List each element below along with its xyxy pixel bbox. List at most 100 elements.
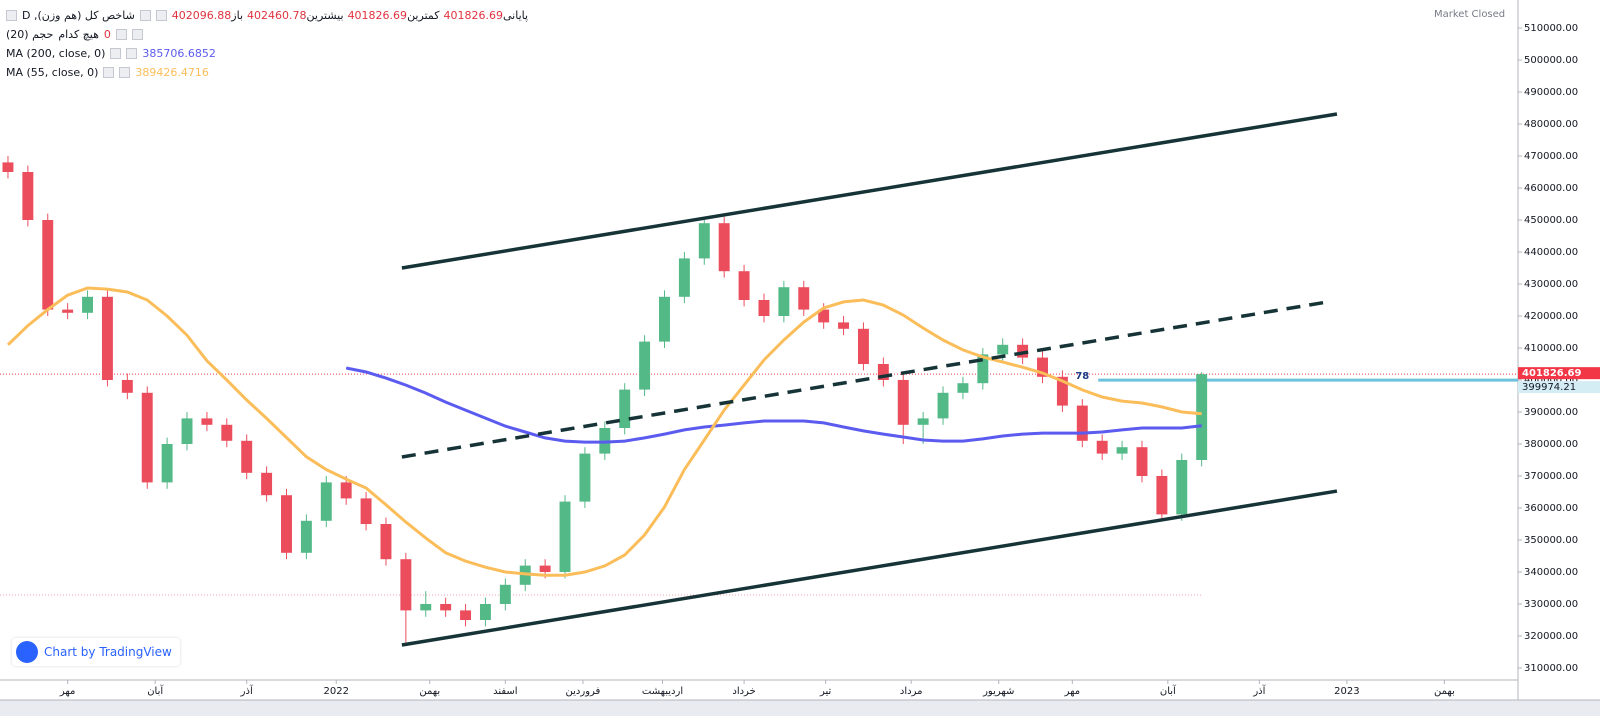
candle-body [400,559,412,611]
ohlc-value: 402096.88 [171,9,232,22]
close-icon[interactable] [131,29,143,40]
candle-body [499,584,511,604]
candle-body [977,354,989,384]
candle-body [420,604,432,611]
candle-body [62,309,74,313]
y-tick-label: 310000.00 [1524,663,1578,674]
candle-body [221,424,233,441]
ohlc-label: کمترین [407,9,440,22]
ohlc-value: 401826.69 [443,9,503,22]
collapse-icon[interactable] [6,10,17,21]
legend: شاخص کل (هم وزن), D 402096.88باز 402460.7… [6,6,528,82]
volume-name: حجم (20) [6,28,54,41]
x-tick-label: مرداد [900,686,923,697]
candle-body [559,501,571,572]
x-tick-label: شهریور [982,686,1014,697]
candle-body [619,389,631,428]
legend-value: 389426.4716 [135,66,209,79]
candle-body [440,604,452,611]
volume-value: 0 [103,28,111,41]
ohlc-value: 402460.78 [247,9,307,22]
y-tick-label: 440000.00 [1524,247,1578,258]
y-tick-label: 360000.00 [1524,503,1578,514]
y-tick-label: 510000.00 [1524,23,1578,34]
settings-icon[interactable] [103,67,115,78]
trend-line [401,112,1338,270]
candle-body [997,344,1009,355]
candle-body [1076,405,1088,441]
legend-entry: MA (55, close, 0) [6,66,99,79]
candle-body [539,565,551,572]
brand[interactable]: Chart by TradingView [12,638,180,666]
candle-body [161,444,173,483]
price-label-box [1518,367,1600,380]
candle-body [42,220,54,310]
candle-body [479,604,491,620]
candle-body [340,482,352,499]
candle-body [1176,460,1188,515]
y-tick-label: 420000.00 [1524,311,1578,322]
candle-body [181,418,193,444]
ma-row: MA (200, close, 0) 385706.6852 [6,44,528,63]
legend-value: 385706.6852 [142,47,216,60]
ohlc-label: پایانی [502,9,529,22]
candle-body [201,418,213,425]
price-label: 399974.21 [1522,382,1576,393]
x-tick-label: فروردین [566,686,601,697]
candle-body [320,482,332,521]
candle-body [1156,476,1168,515]
candle-body [141,392,153,483]
y-tick-label: 320000.00 [1524,631,1578,642]
x-tick-label: 2022 [324,686,349,697]
settings-icon[interactable] [115,29,127,40]
ohlc-label: باز [231,9,244,22]
candle-body [877,364,889,380]
y-tick-label: 500000.00 [1524,55,1578,66]
y-tick-label: 480000.00 [1524,119,1578,130]
candle-body [917,418,929,425]
price-label: 401826.69 [1522,368,1582,379]
x-tick-label: آبان [147,684,164,697]
candle-body [818,309,830,323]
market-status: Market Closed [1434,9,1506,20]
candle-body [738,271,750,300]
eye-icon[interactable] [155,10,167,21]
settings-icon[interactable] [139,10,151,21]
candle-body [82,296,94,313]
y-tick-label: 330000.00 [1524,599,1578,610]
candle-body [678,258,690,297]
candle-body [22,172,34,220]
x-tick-label: اسفند [493,686,517,697]
ma-rows: MA (200, close, 0) 385706.6852 MA (55, clo… [6,44,528,82]
brand-text: Chart by TradingView [44,645,172,659]
close-icon[interactable] [126,48,138,59]
settings-icon[interactable] [110,48,122,59]
volume-label: هیچ کدام [58,28,99,41]
candle-body [838,322,850,329]
legend-entry: MA (200, close, 0) [6,47,106,60]
trend-line [401,489,1338,647]
ohlc-item: 401826.69کمترین [348,9,440,22]
candle-body [101,296,113,380]
plot-area [0,112,1518,647]
candle-body [281,495,292,553]
y-tick-label: 340000.00 [1524,567,1578,578]
x-tick-label: آذر [1252,684,1266,697]
candle-body [1056,376,1068,406]
candle-body [1116,447,1128,454]
y-tick-label: 430000.00 [1524,279,1578,290]
close-icon[interactable] [119,67,131,78]
x-tick-label: خرداد [732,686,755,697]
x-tick-label: بهمن [419,686,440,697]
trend-line [401,300,1328,459]
y-tick-label: 400000.00 [1524,375,1578,386]
candle-body [1136,447,1148,476]
candle-body [957,383,969,393]
candle-body [897,380,909,425]
y-tick-label: 490000.00 [1524,87,1578,98]
candle-body [1096,440,1108,454]
y-tick-label: 390000.00 [1524,407,1578,418]
y-tick-label: 380000.00 [1524,439,1578,450]
ohlc: 402096.88باز 402460.78بیشترین 401826.69کمت… [172,9,528,22]
